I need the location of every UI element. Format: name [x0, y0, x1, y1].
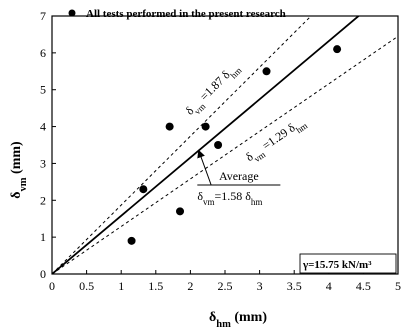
legend: All tests performed in the present resea… [68, 8, 286, 20]
average-annotation-equation-part: δ [197, 189, 203, 203]
legend-marker [68, 9, 76, 17]
xlabel-subscript: hm [216, 319, 231, 329]
density-annotation: γ=15.75 kN/m³ [299, 253, 397, 274]
x-tick-label: 1.5 [148, 279, 163, 293]
upper-bound-line [52, 16, 312, 274]
average-annotation-title: Average [219, 169, 259, 183]
data-point [262, 67, 271, 76]
x-tick-label: 3 [257, 279, 263, 293]
lower-bound-line-label-part: =1.29 δ [257, 120, 298, 154]
average-annotation-equation-part: hm [251, 197, 263, 207]
average-annotation-equation-part: vm [203, 197, 215, 207]
x-tick-label: 0.5 [79, 279, 94, 293]
y-tick-label: 4 [40, 120, 46, 134]
x-tick-label: 4.5 [356, 279, 371, 293]
xlabel-symbol: δ [209, 310, 216, 325]
data-point [333, 45, 342, 54]
lower-bound-line-label: δvm =1.29 δhm [243, 114, 309, 167]
average-annotation-equation: δvm=1.58 δhm [197, 189, 262, 207]
data-points [127, 45, 342, 245]
ylabel-unit: (mm) [9, 141, 24, 177]
x-tick-label: 2.5 [218, 279, 233, 293]
average-annotation-equation-part: =1.58 δ [214, 189, 251, 203]
y-tick-label: 6 [40, 46, 46, 60]
lower-bound-line-label-part: hm [294, 121, 309, 136]
x-axis-title: δhm (mm) [209, 310, 267, 329]
y-tick-label: 2 [40, 193, 46, 207]
xlabel-unit: (mm) [231, 310, 267, 325]
ylabel-symbol: δ [9, 191, 24, 198]
x-axis: 0 0.5 1 1.5 2 2.5 3 3.5 4 4.5 5 [49, 270, 401, 293]
data-point [165, 122, 174, 131]
x-tick-label: 5 [395, 279, 401, 293]
y-tick-label: 7 [40, 9, 46, 23]
data-point [214, 141, 223, 149]
data-point [139, 185, 148, 194]
average-annotation-arrow [197, 149, 212, 186]
plot-frame [51, 15, 399, 275]
y-tick-label: 1 [40, 230, 46, 244]
x-tick-label: 3.5 [287, 279, 302, 293]
legend-label: All tests performed in the present resea… [86, 8, 286, 20]
data-point [176, 207, 185, 216]
y-tick-label: 3 [40, 156, 46, 170]
data-point [127, 236, 136, 245]
density-annotation-box [299, 253, 397, 274]
y-tick-label: 0 [40, 267, 46, 281]
x-tick-label: 0 [49, 279, 55, 293]
reference-lines [52, 16, 398, 274]
x-tick-label: 4 [326, 279, 332, 293]
ylabel-subscript: vm [18, 177, 29, 191]
y-tick-label: 5 [40, 83, 46, 97]
x-tick-label: 2 [187, 279, 193, 293]
average-line [52, 16, 360, 274]
upper-bound-line-label: δvm =1.87 δhm [183, 60, 244, 121]
density-annotation-text: γ=15.75 kN/m³ [302, 259, 372, 271]
y-axis-title: δvm (mm) [9, 141, 29, 199]
lower-bound-line [52, 35, 398, 274]
x-tick-label: 1 [118, 279, 124, 293]
y-axis: 0 1 2 3 4 5 6 7 [40, 9, 56, 281]
data-point [201, 122, 210, 131]
